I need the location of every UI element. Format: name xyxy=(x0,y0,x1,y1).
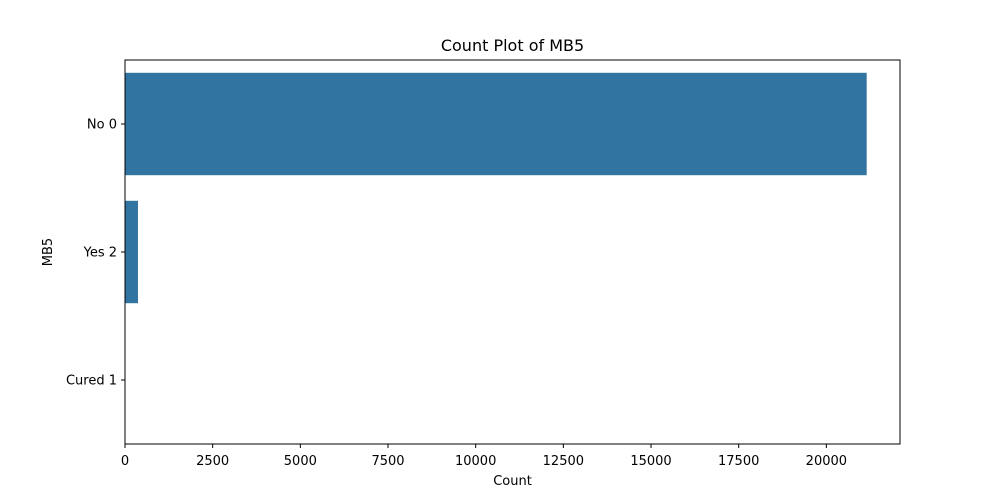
y-tick-label: Yes 2 xyxy=(83,246,117,261)
bar-yes-2 xyxy=(125,200,138,304)
bar-no-0 xyxy=(125,72,867,176)
y-tick-label: Cured 1 xyxy=(66,374,117,389)
x-axis-label: Count xyxy=(493,474,532,489)
x-axis-ticks: 0 2500 5000 7500 10000 12500 15000 17500 20000 xyxy=(121,444,847,469)
x-tick-label: 15000 xyxy=(630,454,671,469)
y-tick-label: No 0 xyxy=(87,118,117,133)
chart-title: Count Plot of MB5 xyxy=(441,36,584,55)
y-axis-ticks: No 0 Yes 2 Cured 1 xyxy=(66,118,125,389)
bars-layer xyxy=(125,72,867,304)
x-tick-label: 12500 xyxy=(543,454,584,469)
x-tick-label: 17500 xyxy=(718,454,759,469)
x-tick-label: 7500 xyxy=(371,454,404,469)
y-axis-label: MB5 xyxy=(41,238,56,266)
x-tick-label: 10000 xyxy=(455,454,496,469)
x-tick-label: 2500 xyxy=(196,454,229,469)
x-tick-label: 5000 xyxy=(284,454,317,469)
x-tick-label: 20000 xyxy=(806,454,847,469)
x-tick-label: 0 xyxy=(121,454,129,469)
